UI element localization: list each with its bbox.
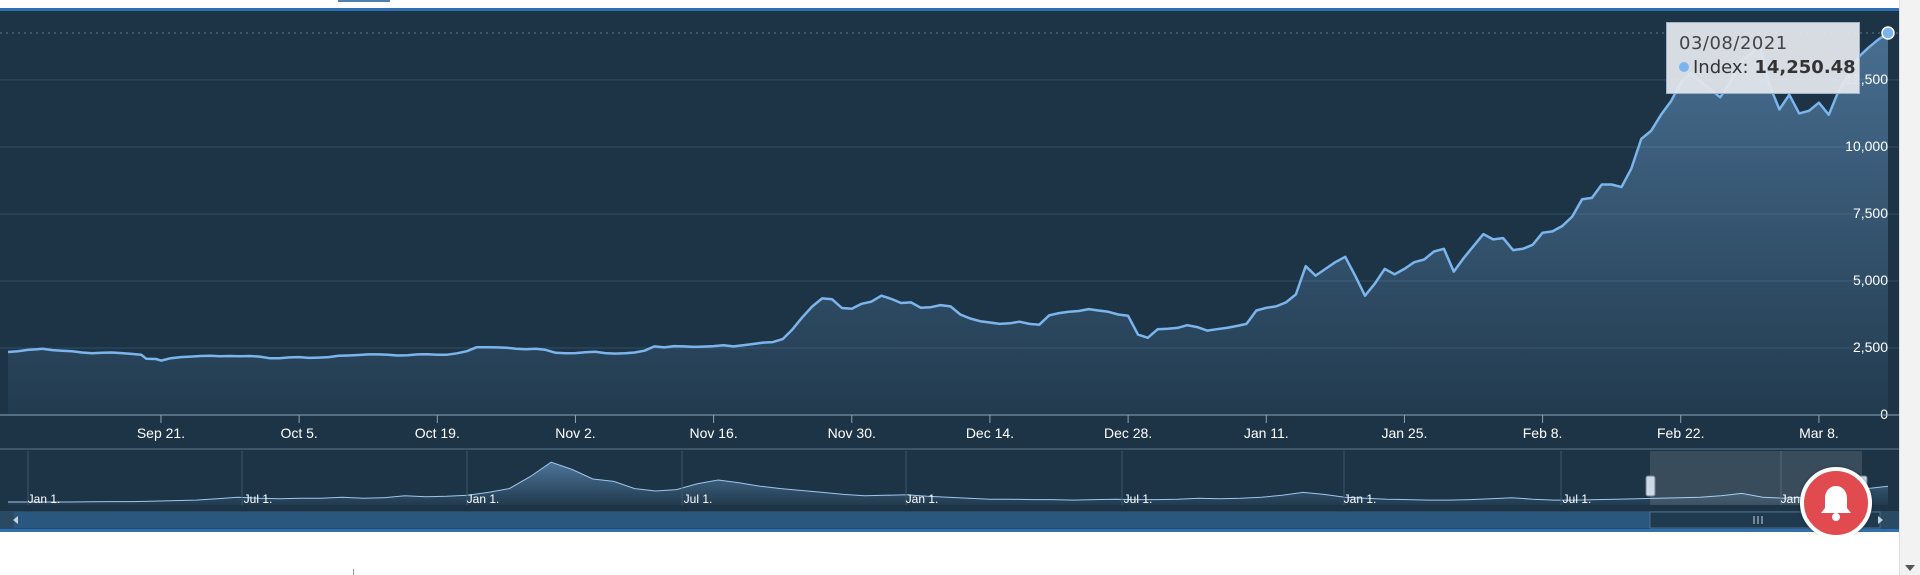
navigator-label: Jan 1. bbox=[467, 492, 500, 506]
series-area bbox=[7, 26, 1895, 415]
chart-container: 0 2,500 5,000 7,500 10,000 12,500 Sep 21. Oct … bbox=[0, 8, 1900, 532]
navigator-label: Jul 1. bbox=[684, 492, 713, 506]
navigator[interactable]: Jan 1. Jul 1. Jan 1. Jul 1. Jan 1. Jul 1. Jan … bbox=[0, 448, 1900, 506]
top-tab-indicator bbox=[338, 0, 390, 2]
x-tick-label: Nov 2. bbox=[555, 425, 595, 441]
x-tick-label: Nov 16. bbox=[689, 425, 737, 441]
alert-bell-button[interactable] bbox=[1800, 467, 1872, 539]
navigator-label: Jan 1. bbox=[906, 492, 939, 506]
y-tick-label: 7,500 bbox=[1853, 205, 1888, 221]
page-footer bbox=[0, 535, 1900, 575]
series-line bbox=[7, 31, 1889, 362]
tooltip-row: Index: 14,250.48 bbox=[1679, 57, 1856, 78]
grip-icon bbox=[1753, 516, 1763, 524]
y-tick-label: 0 bbox=[1880, 406, 1888, 422]
x-tick-label: Feb 8. bbox=[1523, 425, 1563, 441]
x-tick-label: Dec 14. bbox=[966, 425, 1014, 441]
x-axis: Sep 21. Oct 5. Oct 19. Nov 2. Nov 16. Nov 30.… bbox=[0, 414, 1900, 441]
tooltip-series-label: Index: bbox=[1693, 57, 1749, 78]
navigator-label: Jul 1. bbox=[1124, 492, 1153, 506]
x-tick-label: Jan 11. bbox=[1244, 425, 1289, 441]
scrollbar-left-region bbox=[14, 512, 1650, 528]
tooltip-date: 03/08/2021 bbox=[1679, 33, 1788, 54]
tooltip: 03/08/2021 Index: 14,250.48 bbox=[1666, 22, 1860, 94]
navigator-line bbox=[8, 461, 1889, 503]
footer-mark bbox=[353, 569, 354, 575]
hover-point[interactable] bbox=[1881, 26, 1895, 40]
scrollbar-track[interactable] bbox=[0, 511, 1900, 529]
navigator-label: Jan 1. bbox=[28, 492, 61, 506]
navigator-handle[interactable] bbox=[1645, 475, 1656, 497]
y-tick-label: 10,000 bbox=[1845, 138, 1888, 154]
x-tick-label: Oct 5. bbox=[280, 425, 317, 441]
x-tick-label: Jan 25. bbox=[1381, 425, 1427, 441]
navigator-label: Jul 1. bbox=[244, 492, 273, 506]
arrow-right-icon[interactable] bbox=[1878, 516, 1883, 524]
series-dot-icon bbox=[1679, 62, 1689, 72]
scrollbar[interactable] bbox=[0, 511, 1900, 529]
area-fill bbox=[8, 33, 1888, 415]
x-tick-label: Feb 22. bbox=[1657, 425, 1704, 441]
x-tick-label: Dec 28. bbox=[1104, 425, 1152, 441]
x-tick-label: Mar 8. bbox=[1799, 425, 1839, 441]
x-tick-label: Sep 21. bbox=[137, 425, 185, 441]
navigator-label: Jan 1. bbox=[1344, 492, 1377, 506]
arrow-left-icon[interactable] bbox=[13, 516, 18, 524]
x-tick-label: Nov 30. bbox=[828, 425, 876, 441]
navigator-label: Jul 1. bbox=[1563, 492, 1592, 506]
page-scrollbar[interactable] bbox=[1899, 0, 1920, 575]
y-tick-label: 2,500 bbox=[1853, 339, 1888, 355]
arrow-down-icon[interactable] bbox=[1905, 565, 1915, 571]
x-tick-label: Oct 19. bbox=[415, 425, 460, 441]
bell-icon bbox=[1821, 486, 1851, 521]
tooltip-value: 14,250.48 bbox=[1754, 57, 1856, 78]
y-tick-label: 5,000 bbox=[1853, 272, 1888, 288]
